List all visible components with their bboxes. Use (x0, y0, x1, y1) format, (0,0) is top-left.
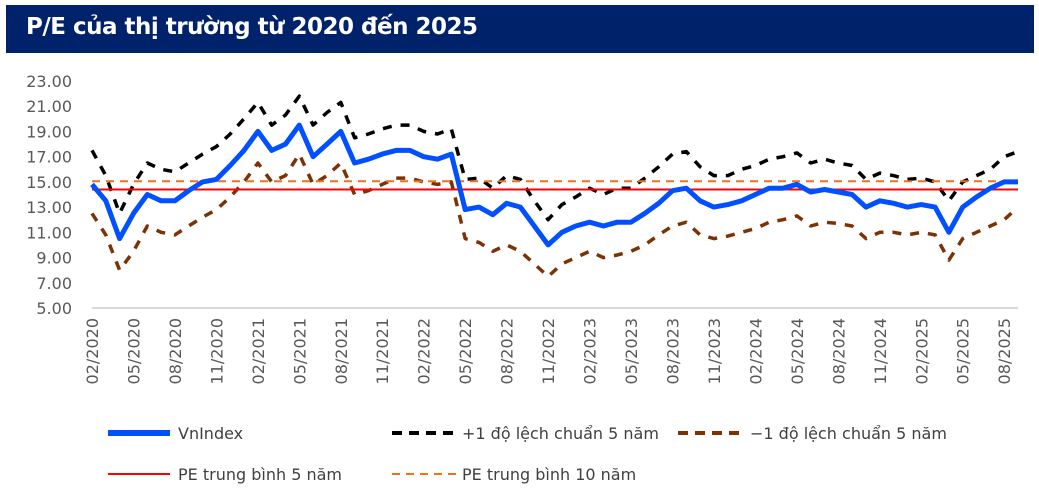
y-tick-label: 21.00 (26, 97, 72, 116)
y-tick-label: 5.00 (36, 299, 72, 318)
legend-label-pe5y: PE trung bình 5 năm (178, 465, 342, 484)
series-vnindex (90, 122, 1018, 248)
legend-label-minus1sd: −1 độ lệch chuẩn 5 năm (750, 424, 947, 443)
legend: VnIndex +1 độ lệch chuẩn 5 năm −1 độ lệc… (108, 424, 947, 484)
x-tick-label: 11/2020 (207, 318, 226, 384)
y-tick-label: 17.00 (26, 148, 72, 167)
y-axis: 23.00 21.00 19.00 17.00 15.00 13.00 11.00 9.00 7… (26, 72, 72, 318)
y-tick-label: 7.00 (36, 274, 72, 293)
y-tick-label: 19.00 (26, 122, 72, 141)
legend-label-plus1sd: +1 độ lệch chuẩn 5 năm (462, 424, 659, 443)
x-tick-label: 05/2021 (290, 318, 309, 384)
x-tick-label: 11/2023 (705, 318, 724, 384)
x-tick-label: 11/2022 (539, 318, 558, 384)
legend-label-pe10y: PE trung bình 10 năm (462, 465, 636, 484)
x-tick-label: 02/2024 (746, 318, 765, 384)
x-tick-label: 02/2021 (249, 318, 268, 384)
x-tick-label: 08/2023 (663, 318, 682, 384)
x-tick-label: 02/2020 (83, 318, 102, 384)
x-tick-label: 02/2022 (415, 318, 434, 384)
legend-label-vnindex: VnIndex (178, 424, 243, 443)
chart-title: P/E của thị trường từ 2020 đến 2025 (26, 14, 478, 40)
x-tick-label: 05/2024 (788, 318, 807, 384)
x-tick-label: 08/2024 (829, 318, 848, 384)
x-tick-label: 05/2025 (954, 318, 973, 384)
x-tick-label: 08/2021 (332, 318, 351, 384)
chart-title-bar: P/E của thị trường từ 2020 đến 2025 (6, 5, 1034, 53)
x-axis: 02/2020 05/2020 08/2020 11/2020 02/2021 05/20… (83, 318, 1014, 384)
x-tick-label: 08/2025 (995, 318, 1014, 384)
x-tick-label: 08/2022 (498, 318, 517, 384)
y-tick-label: 9.00 (36, 249, 72, 268)
series-minus1sd (90, 152, 1020, 279)
x-tick-label: 11/2021 (373, 318, 392, 384)
y-tick-label: 13.00 (26, 198, 72, 217)
y-tick-label: 23.00 (26, 72, 72, 91)
x-tick-label: 08/2020 (166, 318, 185, 384)
series-plus1sd (90, 94, 1019, 222)
x-tick-label: 11/2024 (871, 318, 890, 384)
y-tick-label: 11.00 (26, 223, 72, 242)
x-tick-label: 02/2025 (912, 318, 931, 384)
x-tick-label: 05/2022 (456, 318, 475, 384)
x-tick-label: 02/2023 (581, 318, 600, 384)
x-tick-label: 05/2020 (124, 318, 143, 384)
x-tick-label: 05/2023 (622, 318, 641, 384)
y-tick-label: 15.00 (26, 173, 72, 192)
series-group (90, 94, 1020, 279)
